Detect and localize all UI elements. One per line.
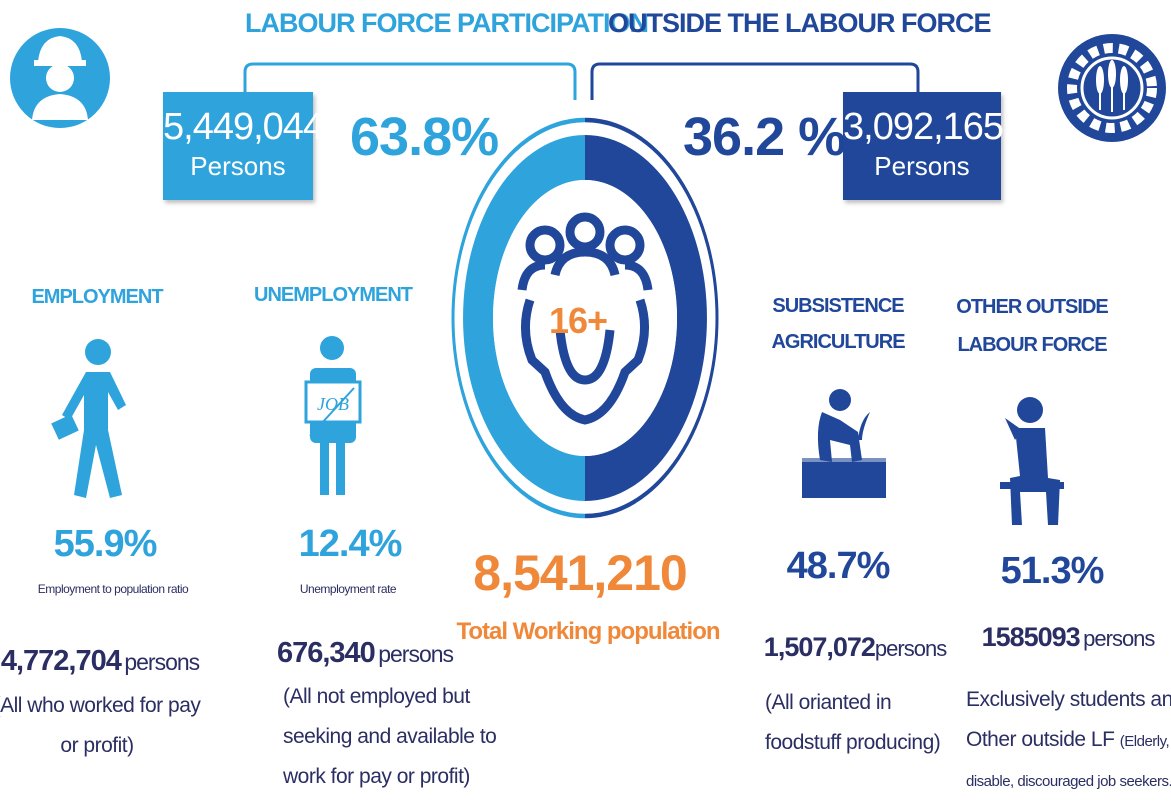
title-line: LABOUR FORCE	[956, 326, 1107, 364]
labour-force-box: 5,449,044 Persons	[163, 92, 313, 200]
other-outside-count-line: 1585093 persons	[982, 622, 1155, 653]
infographic: JOB LABOUR FORCE PARTICIPATION OUTSIDE T…	[0, 0, 1171, 797]
outside-labour-force-count: 3,092,165	[843, 106, 1001, 149]
other-outside-unit: persons	[1083, 626, 1154, 651]
total-population: 8,541,210	[473, 544, 686, 602]
employment-rate-label: Employment to population ratio	[38, 582, 188, 596]
employment-icon	[51, 339, 126, 498]
other-outside-rate: 51.3%	[1001, 550, 1104, 593]
outside-labour-force-unit: Persons	[843, 151, 1001, 182]
note-text: Other outside LF	[966, 728, 1114, 751]
total-population-label: Total Working population	[456, 618, 719, 646]
note-line: Exclusively students and	[966, 680, 1171, 720]
note-line: (All orianted in	[765, 683, 940, 723]
unemployment-unit: persons	[378, 641, 453, 667]
subsistence-icon	[802, 389, 886, 498]
labour-force-title: LABOUR FORCE PARTICIPATION	[245, 8, 648, 39]
outside-labour-force-box: 3,092,165 Persons	[843, 92, 1001, 200]
other-outside-note: Exclusively students and Other outside L…	[966, 680, 1171, 802]
note-line: or profit)	[0, 726, 200, 766]
other-outside-icon	[1000, 397, 1064, 525]
subsistence-count-line: 1,507,072persons	[764, 632, 946, 663]
note-line: Other outside LF (Elderly,	[966, 720, 1171, 762]
job-sign: JOB	[317, 394, 349, 414]
unemployment-count-line: 676,340 persons	[277, 637, 453, 670]
employment-title: EMPLOYMENT	[31, 286, 162, 309]
title-line: OTHER OUTSIDE	[956, 288, 1107, 326]
other-outside-count: 1585093	[982, 622, 1080, 652]
age-label: 16+	[549, 300, 607, 342]
employment-rate: 55.9%	[54, 523, 157, 566]
unemployment-rate-label: Unemployment rate	[300, 582, 396, 596]
employment-unit: persons	[124, 649, 199, 675]
employment-count-line: 4,772,704 persons	[1, 645, 199, 678]
outside-labour-force-title: OUTSIDE THE LABOUR FORCE	[608, 8, 991, 39]
title-line: SUBSISTENCE	[771, 288, 904, 324]
note-line: disable, discouraged job seekers...)	[966, 762, 1171, 802]
employment-count: 4,772,704	[1, 645, 121, 677]
worker-icon	[10, 28, 110, 128]
note-line: (All not employed but	[283, 677, 496, 717]
agriculture-icon	[1058, 34, 1166, 142]
subsistence-count: 1,507,072	[764, 632, 875, 662]
note-line: work for pay or profit)	[283, 757, 496, 797]
subsistence-rate: 48.7%	[787, 545, 890, 588]
labour-force-count: 5,449,044	[163, 106, 313, 149]
note-small: (Elderly,	[1120, 733, 1169, 750]
page: Labour Force Infographic {"labour_force"…	[0, 0, 1171, 797]
subsistence-unit: persons	[875, 636, 946, 661]
labour-force-unit: Persons	[163, 151, 313, 182]
note-line: seeking and available to	[283, 717, 496, 757]
labour-force-percent: 63.8%	[350, 106, 498, 168]
note-line: (All who worked for pay	[0, 686, 200, 726]
title-line: AGRICULTURE	[771, 324, 904, 360]
unemployment-count: 676,340	[277, 637, 375, 669]
unemployment-icon: JOB	[306, 336, 360, 495]
unemployment-rate: 12.4%	[299, 523, 402, 566]
note-line: foodstuff producing)	[765, 723, 940, 763]
outside-labour-force-percent: 36.2 %	[683, 106, 845, 168]
unemployment-title: UNEMPLOYMENT	[254, 284, 412, 307]
